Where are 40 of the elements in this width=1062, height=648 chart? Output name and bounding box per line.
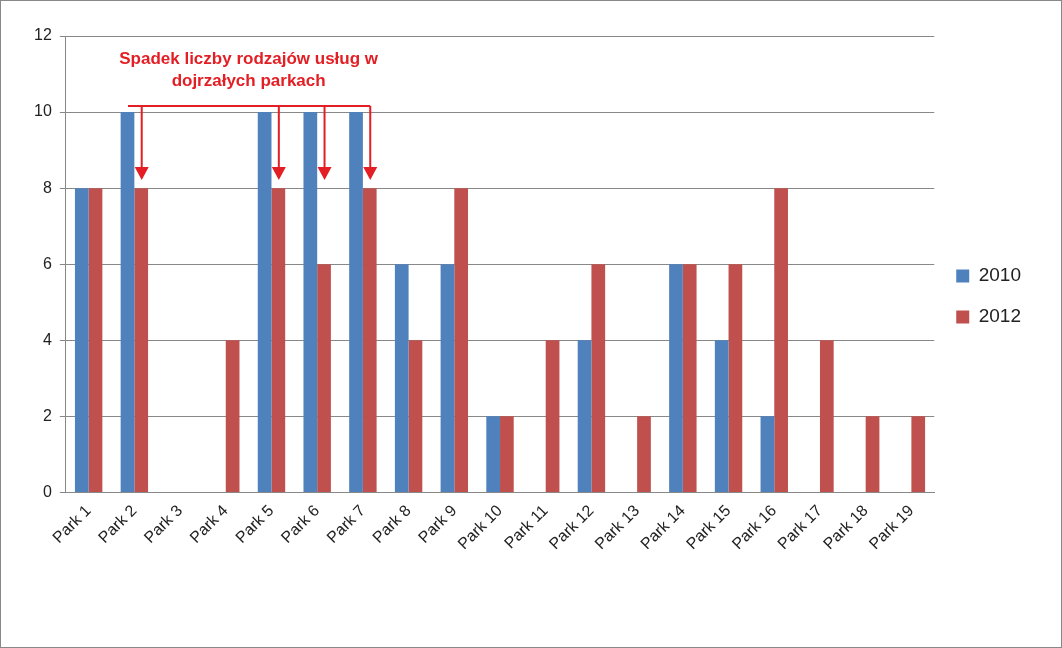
y-tick-label: 2 (42, 406, 52, 424)
bar (134, 188, 149, 492)
y-tick-label: 10 (34, 102, 52, 120)
bar (317, 264, 331, 492)
bar (408, 340, 423, 492)
bar (577, 340, 592, 492)
bar (88, 188, 103, 492)
bar (865, 416, 880, 492)
bar (728, 264, 743, 492)
bar (225, 340, 240, 492)
bar (394, 264, 409, 492)
bar (303, 112, 318, 492)
bar (500, 416, 514, 492)
bar (486, 416, 501, 492)
bar (74, 188, 89, 492)
bar (257, 112, 272, 492)
bar (637, 416, 651, 492)
y-tick-label: 0 (42, 482, 52, 500)
legend-label: 2010 (978, 264, 1022, 286)
bar (682, 264, 697, 492)
y-tick-label: 6 (42, 254, 52, 272)
bar (669, 264, 683, 492)
bar (545, 340, 560, 492)
annotation: Spadek liczby rodzajów usług w dojrzałych parkach (119, 48, 379, 90)
bar (454, 188, 469, 492)
y-tick-label: 8 (42, 178, 52, 196)
bar (271, 188, 286, 492)
bar (440, 264, 455, 492)
bar (760, 416, 775, 492)
bar (911, 416, 926, 492)
bar (591, 264, 606, 492)
y-tick-label: 4 (42, 330, 52, 348)
bar (819, 340, 834, 492)
bar (349, 112, 363, 492)
bar (714, 340, 729, 492)
bar (774, 188, 788, 492)
bar (362, 188, 377, 492)
y-tick-label: 12 (34, 26, 52, 44)
legend-label: 2012 (978, 305, 1022, 327)
bar (120, 112, 135, 492)
